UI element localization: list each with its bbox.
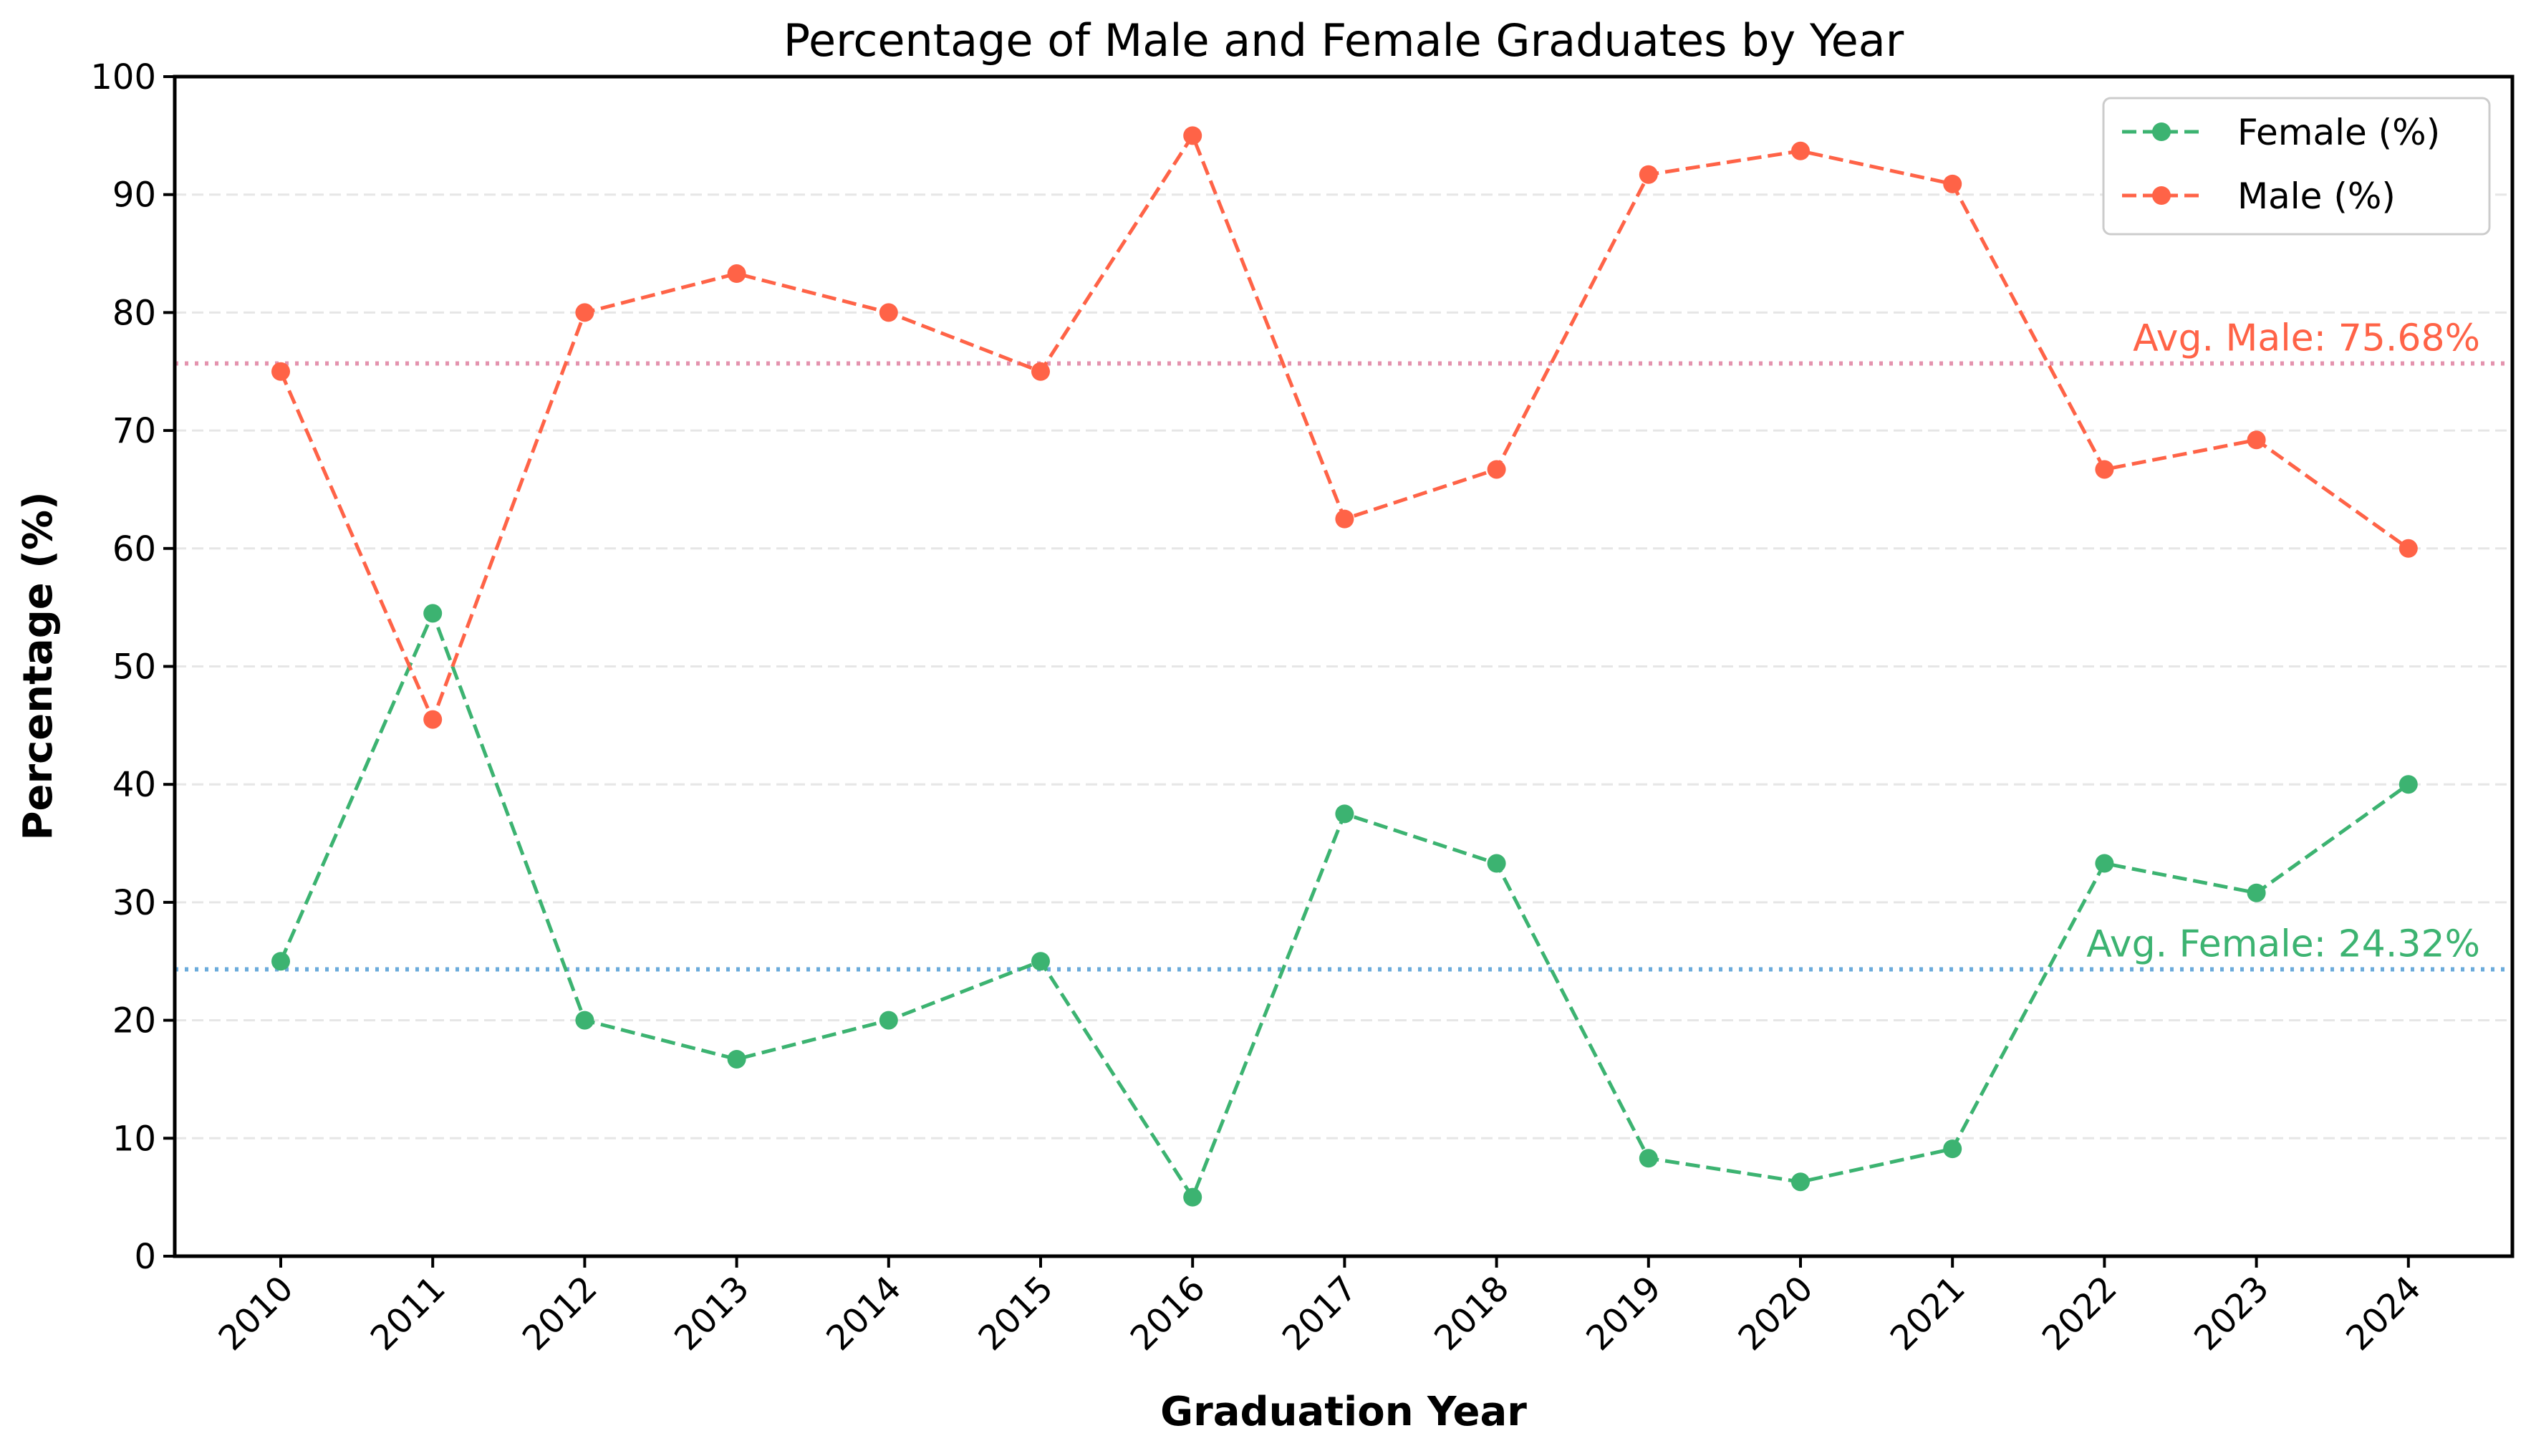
data-point-0-2013 — [727, 1049, 746, 1069]
data-point-0-2024 — [2399, 775, 2418, 794]
data-point-1-2019 — [1639, 165, 1658, 184]
grid-lines — [175, 193, 2512, 1139]
avg-label-1: Avg. Female: 24.32% — [2086, 922, 2480, 965]
chart-title: Percentage of Male and Female Graduates … — [784, 14, 1904, 67]
data-point-1-2013 — [727, 264, 746, 284]
series-layer — [271, 126, 2418, 1207]
data-point-0-2018 — [1487, 854, 1506, 873]
y-tick-label-80: 80 — [112, 293, 156, 333]
legend-label-0: Female (%) — [2237, 112, 2440, 153]
data-point-0-2020 — [1791, 1172, 1810, 1192]
y-tick-label-60: 60 — [112, 529, 156, 569]
data-point-1-2024 — [2399, 539, 2418, 558]
y-tick-label-90: 90 — [112, 175, 156, 216]
x-axis-label: Graduation Year — [1160, 1389, 1527, 1435]
y-tick-label-30: 30 — [112, 883, 156, 923]
y-axis-ticks: 0 10 20 30 40 50 60 70 80 90 100 — [90, 57, 175, 1277]
data-point-1-2021 — [1943, 174, 1962, 193]
data-point-0-2017 — [1335, 804, 1354, 824]
y-tick-label-10: 10 — [112, 1119, 156, 1159]
avg-label-0: Avg. Male: 75.68% — [2133, 317, 2480, 360]
data-point-0-2011 — [423, 604, 443, 623]
data-point-0-2023 — [2247, 883, 2266, 902]
legend-label-1: Male (%) — [2237, 175, 2396, 217]
data-point-0-2010 — [271, 952, 290, 971]
data-point-0-2021 — [1943, 1139, 1962, 1159]
data-point-1-2022 — [2095, 460, 2114, 479]
data-point-1-2020 — [1791, 141, 1810, 160]
average-lines: Avg. Male: 75.68% Avg. Female: 24.32% — [175, 317, 2512, 972]
legend-marker-1 — [2152, 186, 2171, 205]
data-point-1-2010 — [271, 362, 290, 381]
data-point-1-2012 — [575, 303, 594, 322]
y-tick-label-50: 50 — [112, 647, 156, 688]
data-point-1-2017 — [1335, 509, 1354, 529]
data-point-1-2023 — [2247, 430, 2266, 450]
y-axis-label: Percentage (%) — [15, 491, 62, 840]
data-point-0-2016 — [1183, 1187, 1202, 1207]
data-point-1-2014 — [879, 303, 898, 322]
data-point-1-2011 — [423, 710, 443, 729]
y-tick-label-100: 100 — [90, 57, 156, 97]
data-point-0-2019 — [1639, 1149, 1658, 1168]
y-tick-label-70: 70 — [112, 411, 156, 451]
y-tick-label-40: 40 — [112, 765, 156, 805]
data-point-1-2015 — [1031, 362, 1050, 381]
y-tick-label-0: 0 — [134, 1237, 156, 1277]
data-point-0-2012 — [575, 1011, 594, 1030]
data-point-0-2015 — [1031, 952, 1050, 971]
legend-marker-0 — [2152, 122, 2171, 141]
data-point-1-2018 — [1487, 460, 1506, 479]
data-point-0-2014 — [879, 1011, 898, 1030]
data-point-1-2016 — [1183, 126, 1202, 145]
y-tick-label-20: 20 — [112, 1001, 156, 1041]
legend-box — [2102, 97, 2491, 236]
legend: Female (%) Male (%) — [2102, 97, 2491, 236]
data-point-0-2022 — [2095, 854, 2114, 873]
